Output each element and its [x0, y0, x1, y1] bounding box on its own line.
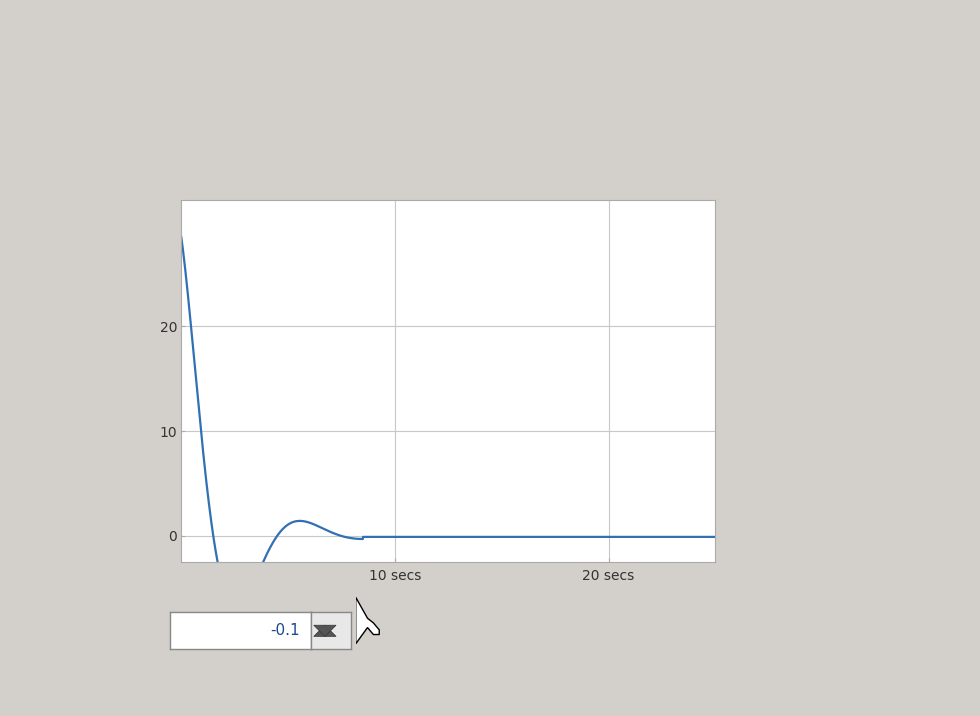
Polygon shape — [314, 625, 336, 637]
Text: -0.1: -0.1 — [270, 624, 300, 638]
Polygon shape — [356, 597, 379, 644]
Polygon shape — [314, 625, 336, 637]
